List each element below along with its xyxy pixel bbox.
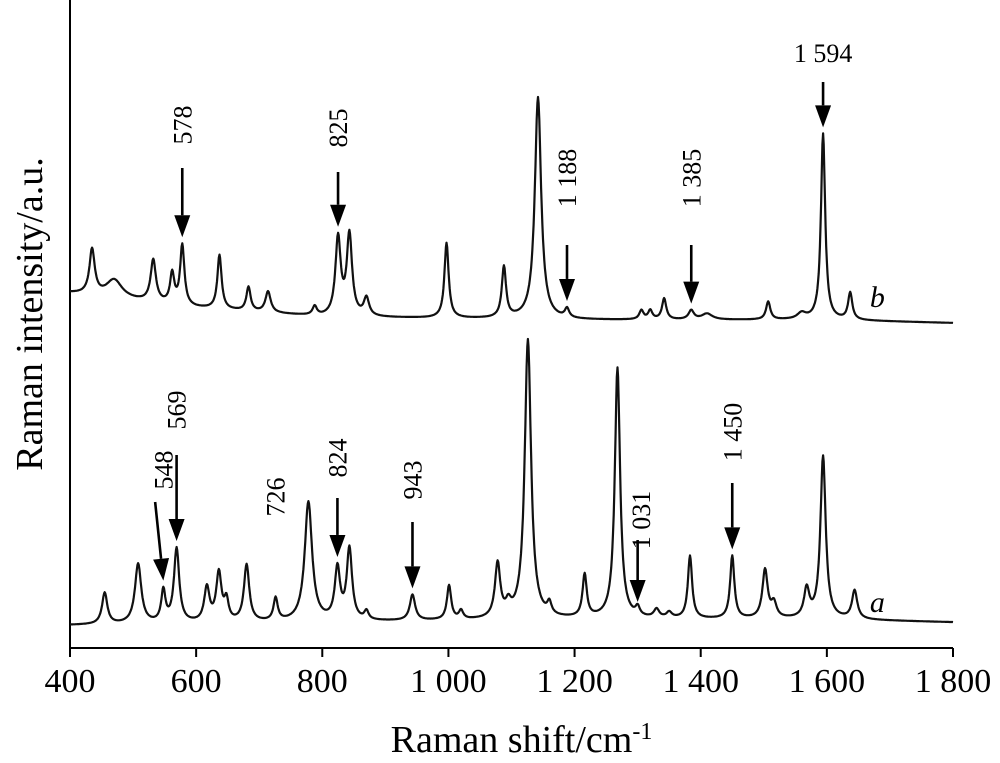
annotation-a-1450: 1 450: [718, 403, 747, 550]
arrow-head: [404, 566, 421, 589]
annotation-b-825: 825: [324, 109, 353, 227]
x-axis-title: Raman shift/cm-1: [391, 719, 653, 761]
annotation-b-1594: 1 594: [794, 39, 853, 128]
spectrum-line-b: [69, 95, 954, 324]
y-axis-title: Raman intensity/a.u.: [9, 157, 51, 470]
annotation-label: 1 031: [627, 491, 656, 550]
annotation-b-578: 578: [168, 106, 197, 238]
x-axis-title-main: Raman shift/cm: [391, 719, 633, 761]
arrow-head: [329, 534, 346, 557]
arrow-head: [330, 204, 347, 227]
x-ticks: 400 600 800 1 000 1 200 1 400 1 600 1 800: [45, 648, 992, 700]
annotation-label: 1 450: [718, 403, 747, 462]
annotation-label: 1 594: [794, 39, 853, 68]
spectrum-line-a: [69, 337, 954, 626]
annotation-a-1031: 1 031: [627, 491, 656, 602]
axes: [69, 0, 953, 649]
arrow-head: [559, 278, 576, 301]
annotation-label: 825: [324, 109, 353, 148]
arrow-head: [174, 215, 191, 238]
annotation-a-726: 726: [262, 478, 291, 517]
annotation-a-569: 569: [163, 391, 192, 542]
annotation-label: 726: [262, 478, 291, 517]
annotation-b-1188: 1 188: [553, 149, 582, 301]
arrow-shaft: [153, 501, 163, 559]
annotation-label: 548: [149, 451, 178, 490]
x-axis-title-superscript: -1: [632, 719, 652, 745]
series-label-a: a: [870, 586, 885, 619]
arrow-head: [629, 580, 646, 602]
arrow-head: [815, 105, 832, 128]
annotation-label: 824: [323, 439, 352, 478]
series-layer: ab: [69, 95, 954, 626]
annotation-b-1385: 1 385: [677, 149, 706, 304]
arrow-head: [683, 281, 700, 304]
annotation-label: 569: [163, 391, 192, 430]
x-tick-label: 800: [297, 663, 348, 700]
arrow-head: [168, 519, 185, 542]
annotation-label: 1 385: [677, 149, 706, 208]
x-tick-label: 1 200: [536, 663, 613, 700]
annotation-a-943: 943: [398, 461, 427, 589]
x-tick-label: 400: [45, 663, 96, 700]
x-tick-label: 1 800: [915, 663, 992, 700]
annotation-a-548: 548: [149, 451, 178, 581]
annotation-label: 578: [168, 106, 197, 145]
annotation-a-824: 824: [323, 439, 352, 557]
x-tick-label: 600: [171, 663, 222, 700]
annotation-label: 1 188: [553, 149, 582, 208]
arrow-head: [724, 527, 741, 550]
annotation-label: 943: [398, 461, 427, 500]
x-tick-label: 1 400: [662, 663, 739, 700]
series-label-b: b: [870, 281, 885, 314]
x-tick-label: 1 600: [789, 663, 866, 700]
x-tick-label: 1 000: [410, 663, 487, 700]
annotation-layer: 578 825 1 188 1 385 1 594 548 569 726 824 943 1 03…: [149, 39, 852, 602]
arrow-head: [153, 557, 170, 581]
